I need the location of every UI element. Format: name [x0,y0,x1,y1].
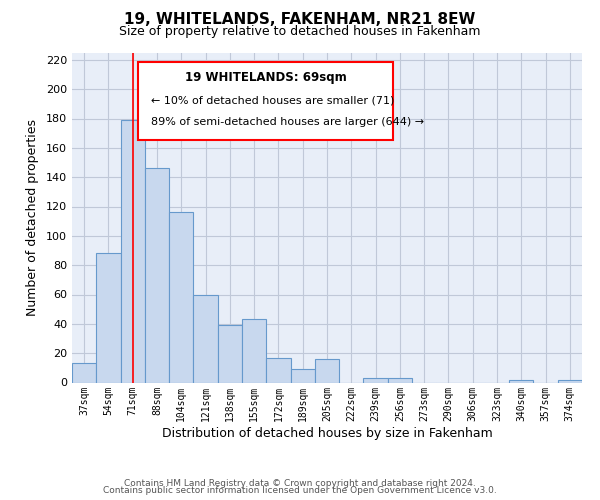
Bar [242,320,266,382]
Bar [121,120,145,382]
Text: Contains HM Land Registry data © Crown copyright and database right 2024.: Contains HM Land Registry data © Crown c… [124,478,476,488]
X-axis label: Distribution of detached houses by size in Fakenham: Distribution of detached houses by size … [161,428,493,440]
Bar [388,378,412,382]
Text: 89% of semi-detached houses are larger (644) →: 89% of semi-detached houses are larger (… [151,117,424,127]
Bar [218,326,242,382]
Bar [169,212,193,382]
Text: ← 10% of detached houses are smaller (71): ← 10% of detached houses are smaller (71… [151,96,394,106]
Bar [96,254,121,382]
Bar [509,380,533,382]
FancyBboxPatch shape [139,62,394,140]
Text: Contains public sector information licensed under the Open Government Licence v3: Contains public sector information licen… [103,486,497,495]
Y-axis label: Number of detached properties: Number of detached properties [26,119,39,316]
Bar [266,358,290,382]
Bar [558,380,582,382]
Text: Size of property relative to detached houses in Fakenham: Size of property relative to detached ho… [119,25,481,38]
Bar [193,294,218,382]
Bar [290,370,315,382]
Text: 19, WHITELANDS, FAKENHAM, NR21 8EW: 19, WHITELANDS, FAKENHAM, NR21 8EW [124,12,476,28]
Bar [72,364,96,382]
Bar [315,359,339,382]
Bar [145,168,169,382]
Text: 19 WHITELANDS: 69sqm: 19 WHITELANDS: 69sqm [185,70,347,84]
Bar [364,378,388,382]
